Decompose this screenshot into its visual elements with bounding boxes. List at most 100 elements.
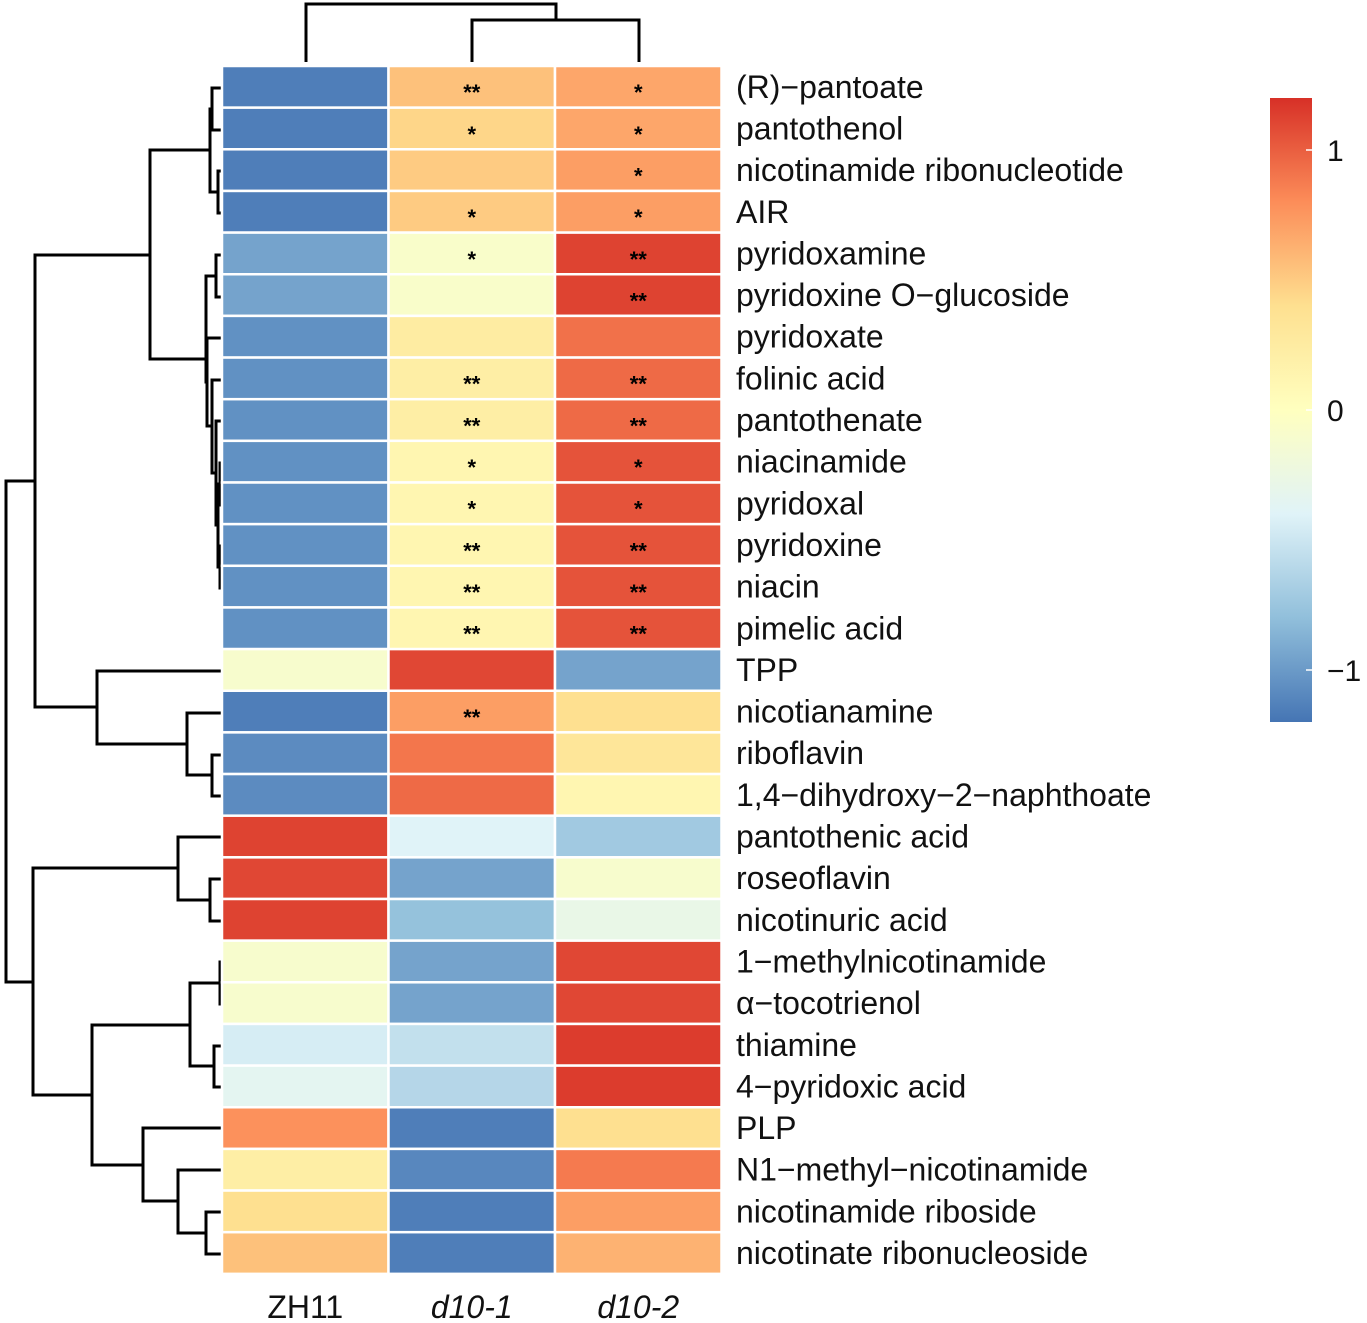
heatmap-cell <box>387 1230 557 1276</box>
row-label: roseoflavin <box>736 860 891 896</box>
significance-star: * <box>634 455 643 480</box>
heatmap-cell <box>553 481 723 526</box>
row-label: (R)−pantoate <box>736 69 924 105</box>
significance-star: * <box>634 497 643 522</box>
heatmap-cell <box>220 731 390 776</box>
heatmap-cell <box>387 314 557 359</box>
row-label: pyridoxate <box>736 319 884 355</box>
column-label: d10-1 <box>431 1289 513 1323</box>
heatmap-cell <box>220 148 390 193</box>
heatmap-cell <box>553 189 723 234</box>
row-label: 4−pyridoxic acid <box>736 1068 966 1104</box>
heatmap-cell <box>220 981 390 1026</box>
heatmap-cell <box>387 1064 557 1109</box>
heatmap-cell <box>220 814 390 859</box>
heatmap-cell <box>220 273 390 318</box>
heatmap-cell <box>553 731 723 776</box>
significance-star: * <box>467 455 476 480</box>
heatmap-cell <box>553 1106 723 1151</box>
heatmap-cell <box>553 1022 723 1067</box>
row-label: niacinamide <box>736 444 907 480</box>
row-label: AIR <box>736 194 789 230</box>
significance-star: * <box>467 205 476 230</box>
heatmap-cell <box>220 939 390 984</box>
row-label: nicotianamine <box>736 694 933 730</box>
heatmap-cell <box>553 522 723 568</box>
row-label: 1,4−dihydroxy−2−naphthoate <box>736 777 1151 813</box>
row-label: TPP <box>736 652 798 688</box>
heatmap-cell <box>387 772 557 817</box>
column-dendrogram <box>304 2 641 62</box>
significance-star: ** <box>463 580 481 605</box>
heatmap-cell <box>553 647 723 692</box>
heatmap-cell <box>220 397 390 443</box>
significance-star: ** <box>463 705 481 730</box>
heatmap-cell <box>387 1022 557 1067</box>
significance-star: * <box>467 122 476 147</box>
heatmap-cell <box>553 1147 723 1192</box>
heatmap-cell <box>387 439 557 484</box>
heatmap-cell <box>553 397 723 443</box>
heatmap-cell <box>387 939 557 984</box>
row-label: N1−methyl−nicotinamide <box>736 1152 1088 1188</box>
heatmap-cell <box>553 814 723 859</box>
heatmap-cell <box>553 314 723 359</box>
heatmap-cell <box>220 481 390 526</box>
significance-star: * <box>634 122 643 147</box>
heatmap-cell <box>220 1189 390 1234</box>
heatmap-cell <box>553 689 723 734</box>
row-label: pyridoxine <box>736 527 882 563</box>
row-label: 1−methylnicotinamide <box>736 943 1046 979</box>
heatmap-cell <box>387 1147 557 1192</box>
significance-star: ** <box>630 372 648 397</box>
row-label: α−tocotrienol <box>736 985 921 1021</box>
heatmap-cell <box>220 522 390 568</box>
heatmap-cell <box>220 856 390 901</box>
heatmap-cell <box>553 564 723 609</box>
row-label: pyridoxal <box>736 485 864 521</box>
significance-star: ** <box>463 538 481 563</box>
heatmap-cell <box>553 1064 723 1109</box>
heatmap-cell <box>387 647 557 692</box>
heatmap-cell <box>220 606 390 651</box>
significance-star: ** <box>630 622 648 647</box>
heatmap-cell <box>553 273 723 318</box>
heatmap-cell <box>553 981 723 1026</box>
heatmap-cell <box>220 439 390 484</box>
heatmap-cell <box>387 814 557 859</box>
heatmap-cell <box>220 1106 390 1151</box>
heatmap-cell <box>387 231 557 276</box>
heatmap-cell <box>553 939 723 984</box>
heatmap-cell <box>553 356 723 401</box>
heatmap-cell <box>553 1230 723 1276</box>
heatmap-cell <box>387 897 557 942</box>
row-label: pantothenol <box>736 110 903 146</box>
color-legend-bar <box>1270 98 1312 722</box>
row-label: nicotinate ribonucleoside <box>736 1235 1088 1271</box>
significance-star: ** <box>630 247 648 272</box>
heatmap-cell <box>220 1064 390 1109</box>
heatmap-cell <box>220 772 390 817</box>
heatmap-cell <box>220 106 390 151</box>
heatmap-cell <box>220 1022 390 1067</box>
legend-tick-label: −1 <box>1327 655 1361 688</box>
heatmap-cell <box>220 314 390 359</box>
heatmap-cell <box>387 731 557 776</box>
row-label: folinic acid <box>736 360 885 396</box>
significance-star: ** <box>463 372 481 397</box>
column-labels: ZH11 d10-1 d10-2 <box>267 1289 679 1323</box>
legend-tick-label: 1 <box>1327 135 1344 168</box>
heatmap-cell <box>387 981 557 1026</box>
heatmap-cell <box>553 856 723 901</box>
heatmap-cell <box>553 897 723 942</box>
heatmap-cell <box>220 689 390 734</box>
significance-star: * <box>467 497 476 522</box>
significance-star: ** <box>630 538 648 563</box>
column-label: d10-2 <box>597 1289 679 1323</box>
row-label: nicotinamide riboside <box>736 1193 1037 1229</box>
row-label: pantothenic acid <box>736 819 969 855</box>
row-label: PLP <box>736 1110 796 1146</box>
row-labels: (R)−pantoate pantothenol nicotinamide ribo… <box>736 69 1151 1271</box>
heatmap-cell <box>553 1189 723 1234</box>
